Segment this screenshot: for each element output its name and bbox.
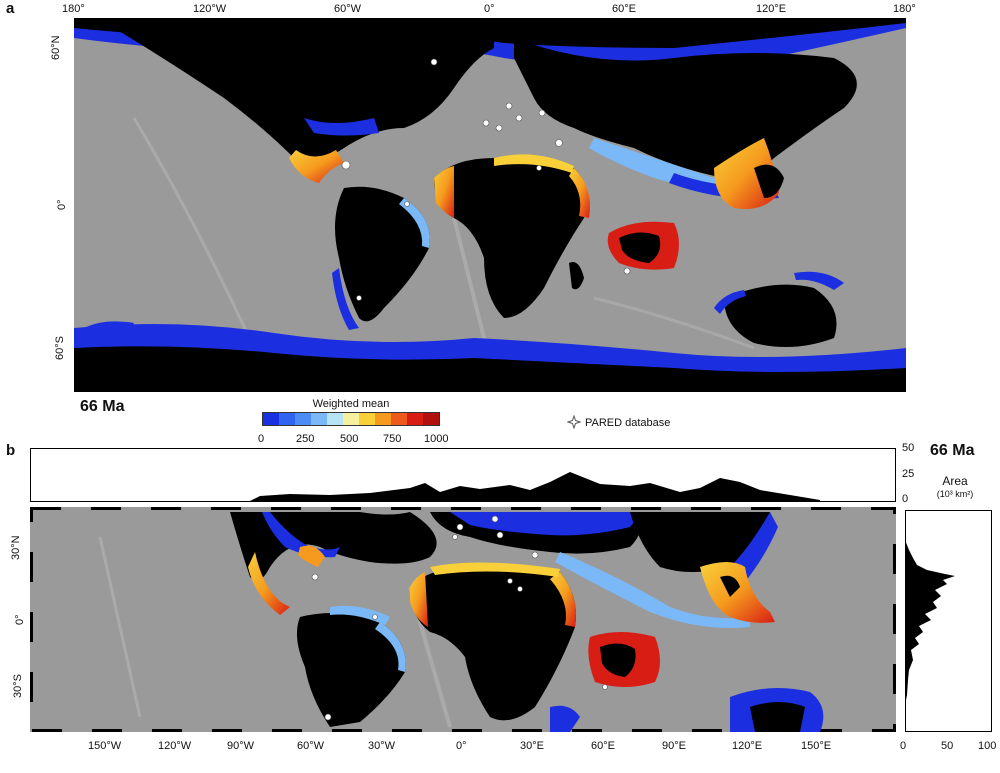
paleogeographic-map-b xyxy=(30,507,896,732)
lat-tick: 0° xyxy=(14,614,26,625)
lon-tick: 60°W xyxy=(334,3,362,15)
lat-tick: 30°S xyxy=(12,674,24,698)
colorbar-tick: 1000 xyxy=(424,433,449,445)
profile-xtick: 50 xyxy=(941,740,954,752)
colorbar-tick: 500 xyxy=(340,433,359,445)
histogram-ytick: 25 xyxy=(902,468,915,480)
age-label-b: 66 Ma xyxy=(930,442,975,459)
colorbar-swatch xyxy=(423,413,439,425)
area-axis-title: Area xyxy=(942,474,968,488)
profile-xtick: 100 xyxy=(978,740,997,752)
lon-tick: 120°W xyxy=(158,740,192,752)
colorbar-swatch xyxy=(279,413,295,425)
lon-tick: 90°E xyxy=(662,740,686,752)
colorbar-swatch xyxy=(263,413,279,425)
paleogeographic-map-a xyxy=(74,18,906,392)
colorbar-tick: 750 xyxy=(383,433,402,445)
colorbar-swatch xyxy=(407,413,423,425)
lon-tick: 120°W xyxy=(193,3,227,15)
colorbar-swatch xyxy=(359,413,375,425)
legend-label: PARED database xyxy=(585,417,671,429)
colorbar-swatch xyxy=(311,413,327,425)
lon-tick: 120°E xyxy=(732,740,763,752)
lat-tick: 0° xyxy=(56,199,68,210)
age-label-a: 66 Ma xyxy=(80,398,125,415)
lon-tick: 180° xyxy=(62,3,85,15)
colorbar-tick: 250 xyxy=(296,433,315,445)
colorbar xyxy=(262,412,440,426)
star-marker-icon xyxy=(567,415,581,429)
colorbar-swatch xyxy=(327,413,343,425)
lon-tick: 30°W xyxy=(368,740,396,752)
lon-tick: 60°E xyxy=(612,3,636,15)
lon-tick: 150°W xyxy=(88,740,122,752)
colorbar-swatch xyxy=(295,413,311,425)
lat-tick: 60°S xyxy=(54,336,66,360)
area-axis-unit: (10³ km²) xyxy=(936,489,974,499)
longitude-area-histogram xyxy=(30,448,896,502)
profile-xtick: 0 xyxy=(900,740,907,752)
lon-tick: 90°W xyxy=(227,740,255,752)
histogram-ytick: 0 xyxy=(902,493,909,505)
lat-tick: 60°N xyxy=(50,35,62,60)
lon-tick: 150°E xyxy=(801,740,832,752)
colorbar-swatch xyxy=(391,413,407,425)
colorbar-title: Weighted mean xyxy=(312,398,390,410)
lon-tick: 180° xyxy=(893,3,916,15)
lon-tick: 120°E xyxy=(756,3,787,15)
colorbar-tick: 0 xyxy=(258,433,265,445)
colorbar-swatch xyxy=(375,413,391,425)
panel-b-label: b xyxy=(6,442,16,459)
colorbar-swatch xyxy=(343,413,359,425)
lon-tick: 60°W xyxy=(297,740,325,752)
lat-tick: 30°N xyxy=(10,535,22,560)
lon-tick: 30°E xyxy=(520,740,544,752)
lon-tick: 0° xyxy=(484,3,495,15)
latitude-area-profile xyxy=(905,510,992,732)
lon-tick: 0° xyxy=(456,740,467,752)
lon-tick: 60°E xyxy=(591,740,615,752)
panel-a-label: a xyxy=(6,0,15,17)
histogram-ytick: 50 xyxy=(902,442,915,454)
